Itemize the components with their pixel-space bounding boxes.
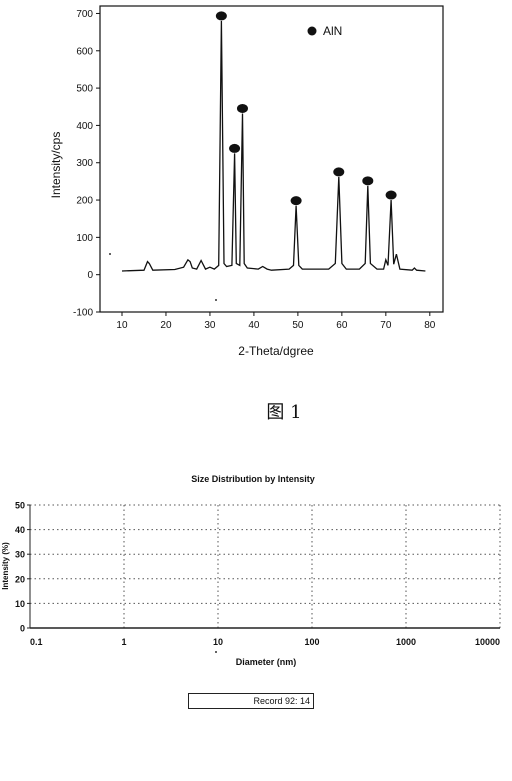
xrd-peak-marker (333, 167, 345, 177)
xrd-ticks: 10 20 30 40 50 60 70 80 -100 0 100 200 300 400 500 600 7… (73, 9, 436, 331)
xrd-peak-marker (362, 176, 374, 186)
xrd-x-tick-label: 40 (248, 320, 260, 331)
xrd-x-axis-label: 2-Theta/dgree (238, 344, 314, 358)
xrd-x-tick-label: 30 (204, 320, 216, 331)
figure-1-caption: 图 1 (266, 402, 301, 423)
xrd-peak-marker (236, 103, 248, 113)
dls-y-tick-label: 40 (15, 525, 25, 535)
xrd-peak-marker (215, 11, 227, 21)
xrd-y-tick-label: 0 (87, 270, 93, 281)
xrd-markers (215, 11, 397, 206)
xrd-x-tick-label: 10 (116, 320, 128, 331)
dls-y-axis-label: Intensity (%) (1, 542, 10, 590)
dls-y-tick-label: 50 (15, 501, 25, 511)
xrd-legend: AlN (307, 24, 342, 38)
dls-chart-title: Size Distribution by Intensity (191, 474, 315, 484)
xrd-x-tick-label: 50 (292, 320, 304, 331)
dls-x-axis-label: Diameter (nm) (236, 657, 297, 667)
xrd-series-line (121, 20, 426, 272)
dls-x-tick-label: 10000 (475, 637, 500, 647)
xrd-peak-marker (229, 143, 241, 153)
dls-y-tick-label: 20 (15, 574, 25, 584)
xrd-y-tick-label: 600 (76, 46, 93, 57)
dls-y-tick-label: 10 (15, 599, 25, 609)
dls-y-tick-label: 0 (20, 624, 25, 634)
dls-x-tick-label: 1000 (396, 637, 416, 647)
xrd-y-axis-label: Intensity/cps (49, 132, 63, 199)
xrd-legend-marker (307, 26, 317, 36)
dls-x-tick-label: 100 (304, 637, 319, 647)
dls-x-tick-label: 10 (213, 637, 223, 647)
xrd-chart: 10 20 30 40 50 60 70 80 -100 0 100 200 300 400 500 600 7… (49, 5, 444, 358)
stray-dot (109, 253, 111, 255)
xrd-y-tick-label: 700 (76, 9, 93, 20)
dls-grid (29, 504, 501, 628)
xrd-x-tick-label: 80 (424, 320, 436, 331)
xrd-y-tick-label: 100 (76, 233, 93, 244)
dls-x-tick-label: 1 (121, 637, 126, 647)
xrd-y-tick-label: 200 (76, 196, 93, 207)
record-label-box: Record 92: 14 (188, 693, 314, 709)
xrd-y-tick-label: 300 (76, 158, 93, 169)
stray-dot (215, 299, 217, 301)
xrd-x-tick-label: 60 (336, 320, 348, 331)
xrd-peak-marker (290, 196, 302, 206)
xrd-legend-label: AlN (323, 24, 342, 38)
xrd-plot-frame (99, 5, 444, 313)
stray-dot (215, 651, 217, 653)
dls-x-tick-label: 0.1 (30, 637, 43, 647)
xrd-x-tick-label: 70 (380, 320, 392, 331)
xrd-y-tick-label: 500 (76, 84, 93, 95)
dls-y-tick-label: 30 (15, 550, 25, 560)
dls-ticks: 0 10 20 30 40 50 0.1 1 10 100 1000 10000 (15, 501, 500, 648)
xrd-y-tick-label: -100 (73, 308, 93, 319)
xrd-peak-marker (385, 190, 397, 200)
xrd-x-tick-label: 20 (160, 320, 172, 331)
xrd-y-tick-label: 400 (76, 121, 93, 132)
size-distribution-chart: Size Distribution by Intensity 0 10 20 30 40… (1, 474, 501, 667)
